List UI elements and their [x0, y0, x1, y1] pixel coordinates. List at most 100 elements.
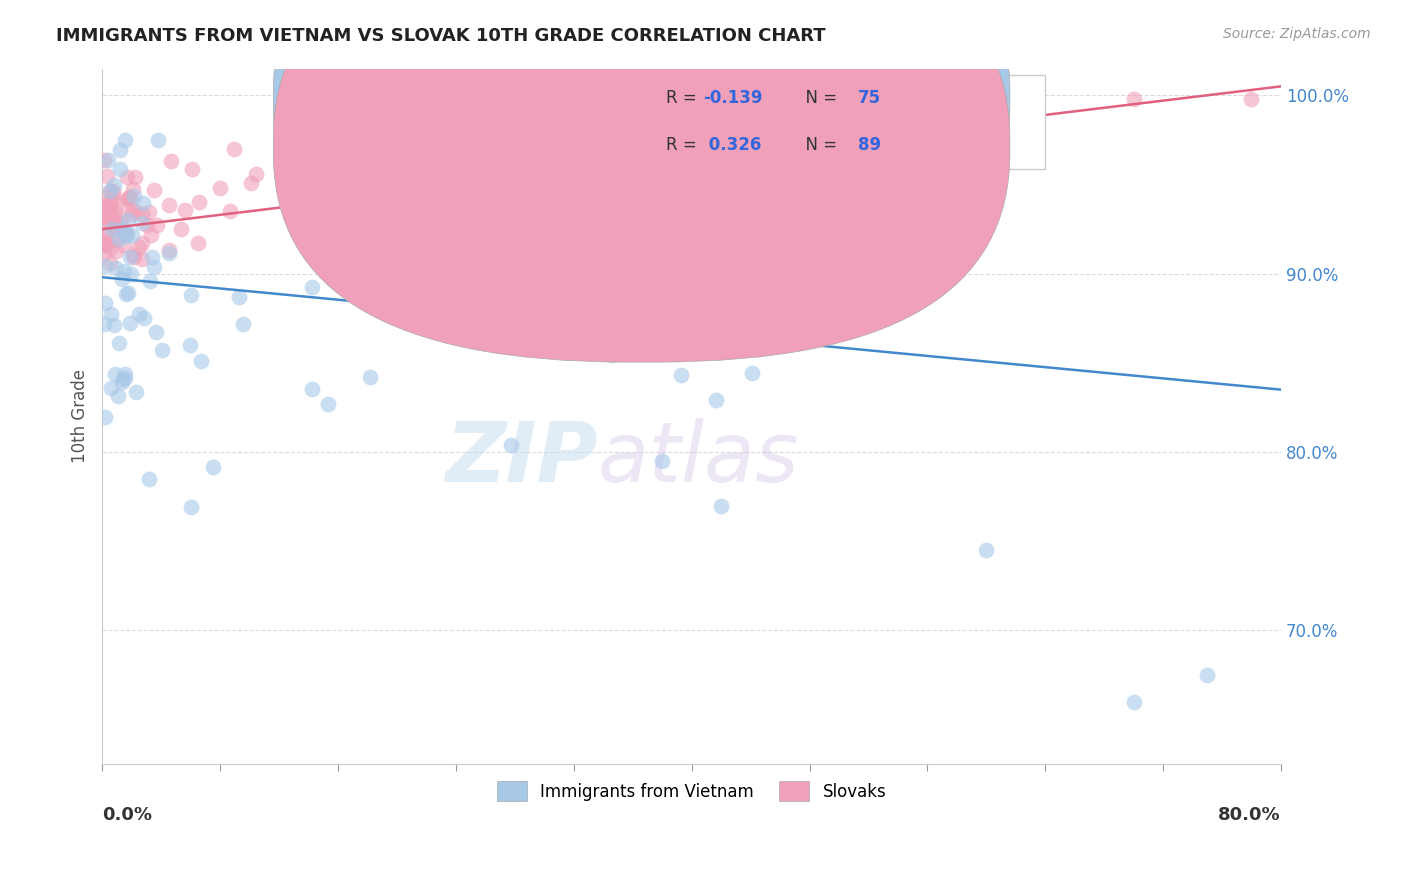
Point	[188, 195, 211, 210]
FancyBboxPatch shape	[609, 76, 1045, 169]
Point	[98, 198, 121, 212]
Point	[208, 181, 231, 195]
Point	[111, 221, 134, 235]
Point	[103, 215, 125, 229]
Text: 0.0%: 0.0%	[103, 806, 152, 824]
Point	[228, 290, 250, 304]
Point	[568, 145, 591, 160]
Point	[450, 301, 472, 315]
Point	[201, 460, 224, 475]
Point	[538, 115, 561, 129]
Point	[688, 239, 710, 253]
Point	[232, 317, 254, 331]
Point	[135, 218, 157, 232]
Point	[219, 203, 242, 218]
Point	[128, 307, 150, 321]
Point	[115, 287, 138, 301]
Point	[104, 203, 127, 218]
Point	[329, 165, 352, 179]
Point	[100, 380, 122, 394]
Point	[98, 256, 121, 270]
Point	[114, 367, 136, 381]
Point	[118, 189, 141, 203]
Point	[121, 182, 143, 196]
FancyBboxPatch shape	[273, 0, 1010, 316]
Point	[108, 143, 131, 157]
Point	[93, 209, 115, 223]
Point	[110, 211, 132, 226]
Point	[676, 287, 699, 301]
Point	[704, 392, 727, 407]
Point	[644, 347, 666, 361]
Text: N =: N =	[796, 136, 842, 154]
Point	[142, 260, 165, 275]
Point	[157, 243, 180, 257]
Point	[94, 211, 117, 225]
Point	[98, 184, 121, 198]
Point	[93, 226, 115, 240]
Point	[1197, 668, 1219, 682]
Point	[98, 241, 121, 255]
Point	[422, 152, 444, 166]
Text: 80.0%: 80.0%	[1219, 806, 1281, 824]
Point	[531, 156, 554, 170]
Point	[117, 213, 139, 227]
Point	[98, 184, 121, 198]
Point	[101, 216, 124, 230]
Point	[103, 213, 125, 227]
Point	[103, 178, 125, 193]
Point	[240, 177, 263, 191]
Point	[976, 543, 998, 558]
Point	[901, 106, 924, 120]
Point	[636, 340, 658, 354]
Text: N =: N =	[796, 89, 842, 107]
Text: IMMIGRANTS FROM VIETNAM VS SLOVAK 10TH GRADE CORRELATION CHART: IMMIGRANTS FROM VIETNAM VS SLOVAK 10TH G…	[56, 27, 825, 45]
Point	[100, 194, 122, 208]
Point	[103, 318, 125, 332]
Point	[94, 296, 117, 310]
Point	[187, 236, 209, 251]
Point	[180, 162, 202, 177]
Point	[111, 375, 134, 389]
Point	[420, 173, 443, 187]
Point	[117, 286, 139, 301]
Point	[108, 336, 131, 351]
Point	[145, 325, 167, 339]
Text: 89: 89	[858, 136, 882, 154]
Point	[96, 199, 118, 213]
Point	[146, 218, 169, 232]
Point	[93, 153, 115, 168]
Point	[112, 238, 135, 252]
Point	[108, 162, 131, 177]
Point	[134, 311, 156, 326]
Point	[117, 227, 139, 242]
Point	[138, 205, 160, 219]
Point	[139, 275, 162, 289]
Point	[117, 192, 139, 206]
Point	[107, 388, 129, 402]
Legend: Immigrants from Vietnam, Slovaks: Immigrants from Vietnam, Slovaks	[491, 774, 893, 808]
Point	[1004, 92, 1026, 106]
Point	[339, 152, 361, 166]
Point	[669, 368, 692, 382]
Point	[131, 215, 153, 229]
Point	[104, 219, 127, 233]
Point	[124, 169, 146, 184]
Point	[316, 397, 339, 411]
Point	[388, 157, 411, 171]
Point	[132, 195, 155, 210]
Point	[1122, 92, 1144, 106]
Point	[93, 190, 115, 204]
Point	[93, 227, 115, 242]
Point	[107, 230, 129, 244]
Point	[120, 207, 142, 221]
Point	[301, 382, 323, 396]
Point	[100, 306, 122, 320]
Point	[118, 191, 141, 205]
Point	[121, 228, 143, 243]
Point	[112, 226, 135, 240]
Point	[122, 203, 145, 218]
Point	[93, 236, 115, 251]
Point	[602, 348, 624, 362]
Point	[105, 260, 128, 275]
